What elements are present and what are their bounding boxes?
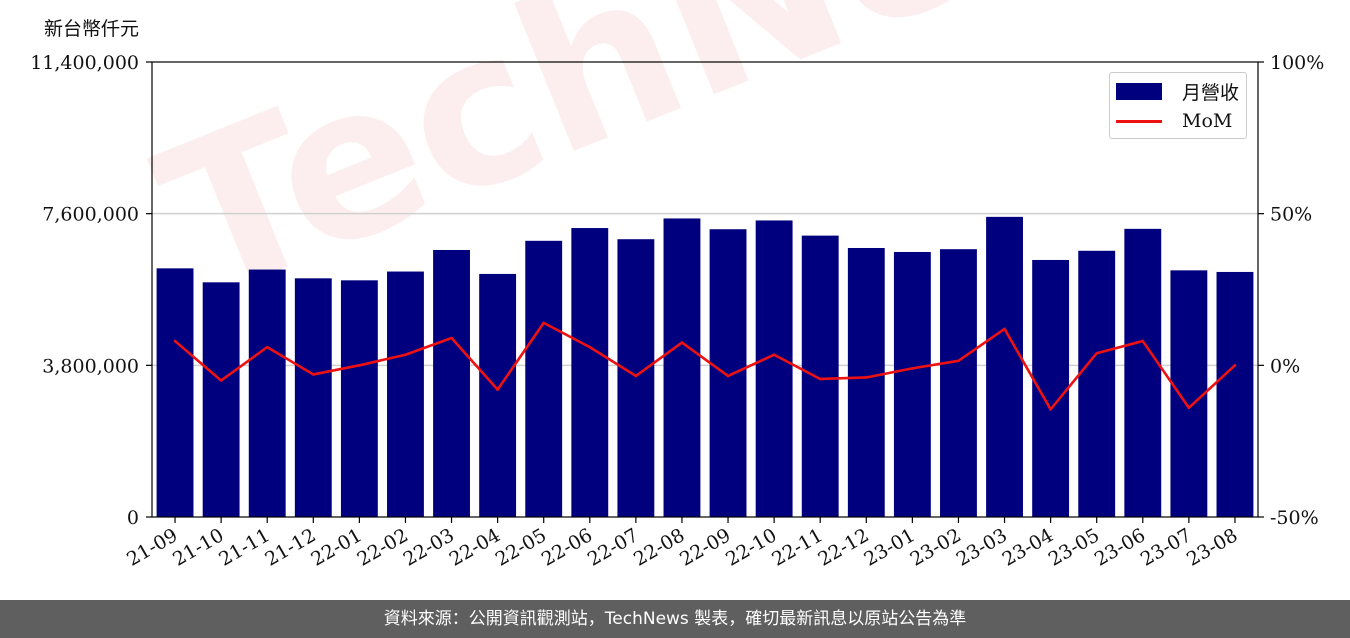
source-footer: 資料來源：公開資訊觀測站，TechNews 製表，確切最新訊息以原站公告為準 [0, 600, 1350, 638]
x-tick-label: 22-08 [630, 524, 688, 570]
mom-point-21-09 [173, 339, 177, 343]
x-tick-label: 23-07 [1137, 524, 1195, 570]
y-right-tick-label: 100% [1270, 52, 1324, 74]
bar-22-08 [663, 218, 701, 517]
y-left-tick-label: 0 [127, 507, 139, 529]
mom-point-23-01 [911, 367, 914, 370]
mom-point-22-04 [496, 388, 499, 391]
mom-point-23-08 [1233, 364, 1237, 367]
x-tick-label: 23-03 [953, 524, 1011, 570]
x-tick-label: 22-05 [492, 524, 550, 570]
y-axis-unit-label: 新台幣仟元 [44, 18, 140, 40]
x-tick-label: 22-04 [446, 524, 504, 570]
bar-23-08 [1216, 271, 1254, 517]
plot-frame [151, 61, 1259, 518]
chart-area: 0 3,800,000 7,600,000 11,400,000 -50% 0% 50% 10… [30, 52, 1324, 571]
bar-22-07 [617, 239, 655, 518]
x-tick-label: 23-08 [1183, 524, 1241, 570]
mom-point-22-11 [818, 377, 822, 381]
x-tick-label: 22-12 [814, 524, 872, 570]
mom-point-23-03 [1003, 327, 1006, 331]
mom-point-23-05 [1095, 351, 1099, 355]
legend-item-revenue: 月營收 [1116, 78, 1239, 104]
mom-point-21-11 [265, 345, 269, 349]
bar-22-10 [755, 220, 793, 517]
bar-21-11 [248, 269, 286, 517]
chart-legend: 月營收 MoM [1109, 72, 1247, 139]
x-tick-label: 22-11 [768, 524, 826, 570]
bar-22-04 [479, 273, 517, 517]
mom-point-22-08 [680, 341, 684, 344]
bar-22-01 [340, 280, 378, 517]
mom-point-22-02 [404, 353, 407, 357]
mom-point-22-10 [772, 353, 776, 357]
x-tick-label: 22-09 [676, 524, 734, 570]
bar-21-09 [156, 268, 194, 517]
bar-23-03 [986, 216, 1023, 517]
mom-point-22-12 [864, 376, 868, 379]
mom-point-22-07 [634, 374, 638, 378]
y-left-tick-label: 3,800,000 [42, 355, 139, 377]
y-left-tick-label: 11,400,000 [30, 52, 139, 74]
legend-label-revenue: 月營收 [1182, 81, 1240, 104]
x-tick-label: 22-01 [307, 524, 365, 570]
y-left-tick-label: 7,600,000 [42, 204, 139, 226]
bar-22-11 [801, 235, 839, 518]
y-right-tick-label: 0% [1270, 355, 1300, 377]
y-right-tick-label: -50% [1270, 507, 1319, 529]
legend-swatch-bar [1116, 82, 1162, 100]
mom-point-23-07 [1187, 406, 1191, 410]
mom-point-23-06 [1141, 339, 1145, 343]
bar-23-05 [1078, 250, 1116, 517]
mom-point-22-09 [726, 374, 730, 378]
bar-22-12 [847, 247, 885, 518]
mom-point-22-06 [588, 345, 592, 349]
x-tick-label: 22-02 [354, 524, 412, 570]
x-tick-label: 21-12 [261, 524, 319, 570]
mom-point-23-04 [1049, 408, 1052, 411]
mom-point-21-12 [311, 373, 315, 376]
x-tick-label: 23-04 [999, 524, 1057, 570]
y-right-tick-label: 50% [1270, 204, 1312, 226]
bar-22-05 [525, 240, 563, 518]
x-tick-label: 21-09 [123, 524, 181, 570]
x-tick-label: 23-05 [1045, 524, 1103, 570]
bar-21-12 [294, 278, 332, 517]
bar-23-01 [893, 251, 931, 517]
x-tick-label: 23-06 [1091, 524, 1149, 570]
x-tick-label: 22-10 [722, 524, 780, 570]
x-tick-label: 21-10 [169, 524, 227, 570]
bar-22-09 [709, 229, 747, 517]
bar-22-02 [387, 271, 424, 517]
bar-22-06 [571, 228, 609, 517]
legend-item-mom: MoM [1116, 108, 1232, 134]
x-tick-label: 22-07 [584, 524, 642, 570]
x-tick-label: 22-03 [400, 524, 458, 570]
mom-point-23-02 [957, 359, 960, 363]
bar-22-03 [433, 249, 470, 517]
mom-line [174, 321, 1236, 411]
mom-point-22-01 [358, 364, 361, 367]
x-tick-label: 22-06 [538, 524, 596, 570]
mom-point-21-10 [219, 379, 223, 382]
bar-23-02 [940, 249, 977, 517]
x-tick-label: 21-11 [215, 524, 273, 570]
legend-swatch-line [1116, 119, 1162, 123]
x-tick-label: 23-02 [907, 524, 965, 570]
bar-21-10 [202, 282, 240, 517]
bar-23-07 [1170, 270, 1208, 517]
bar-23-06 [1124, 228, 1162, 518]
x-tick-label: 23-01 [860, 524, 918, 570]
legend-label-mom: MoM [1182, 110, 1233, 132]
mom-point-22-03 [450, 336, 453, 340]
mom-point-22-05 [542, 321, 546, 325]
